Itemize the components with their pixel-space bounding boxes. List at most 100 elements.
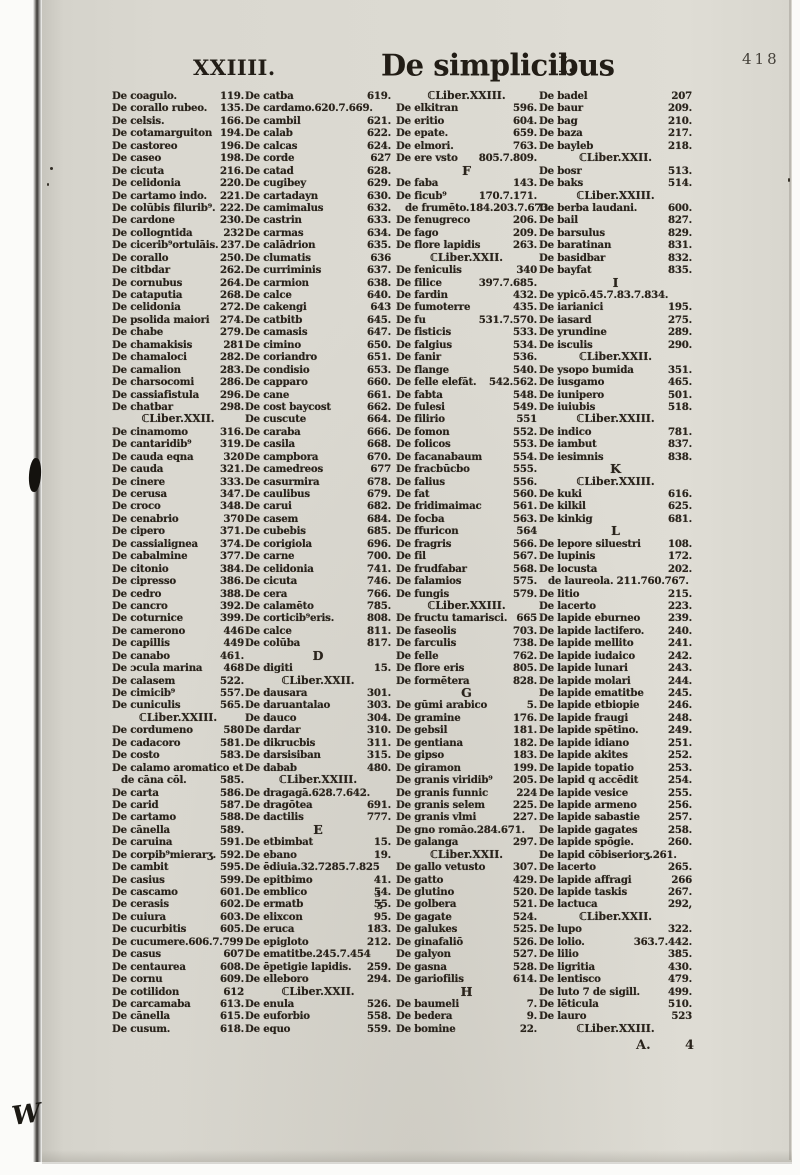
entry-title: De coturnice: [112, 612, 183, 625]
index-entry: De carid 587.: [112, 799, 244, 811]
index-entry: De celidonia 220.: [112, 177, 244, 189]
section-letter: E: [313, 821, 323, 837]
index-entry: De casus 607: [112, 948, 244, 960]
entry-title: De campbora: [245, 450, 319, 463]
entry-title: De iarianici: [539, 301, 604, 314]
entry-page: 296.: [219, 388, 244, 401]
entry-page: 557.: [219, 687, 244, 699]
index-entry: De bayleb 218.: [539, 140, 692, 152]
entry-title: De corticib⁹eris.: [245, 612, 335, 625]
entry-title: De ɔcula marina: [112, 662, 203, 675]
index-entry: De cambil 621.: [245, 115, 391, 127]
index-entry: De golbera 521.: [396, 898, 537, 910]
entry-page: 222.: [219, 201, 244, 214]
entry-title: De cornu: [112, 973, 163, 986]
index-entry: De gūmi arabico 5.: [396, 699, 537, 711]
entry-title: De ligritia: [539, 960, 595, 973]
index-entry: De cicuta 746.: [245, 575, 391, 587]
index-entry: De lapid q accēdit 254.: [539, 774, 692, 786]
index-entry: De cucumere.606.7.799: [112, 936, 244, 948]
index-entry: De cicuta 216.: [112, 165, 244, 177]
entry-title: De cucurbitis: [112, 923, 187, 936]
index-entry: De cartamo indo. 221.: [112, 190, 244, 202]
index-entry: De corticib⁹eris. 808.: [245, 612, 391, 624]
entry-page: 634.: [366, 226, 391, 239]
entry-title: De lapide iudaico: [539, 649, 635, 662]
index-entry: De baza 217.: [539, 127, 692, 139]
entry-title: De faba: [396, 177, 439, 190]
entry-title: De bosr: [539, 164, 582, 177]
entry-page: 567.: [512, 550, 537, 563]
entry-page: 522.: [219, 674, 244, 687]
entry-title: De baza: [539, 127, 583, 140]
entry-title: De dikrucbis: [245, 736, 316, 749]
entry-title: De gentiana: [396, 736, 463, 749]
entry-page: 246.: [667, 699, 692, 712]
entry-page: 746.: [366, 575, 391, 588]
entry-page: 370: [223, 512, 244, 525]
entry-page: 388.: [219, 587, 244, 600]
index-entry: De celidonia 741.: [245, 563, 391, 575]
entry-title: De gallo vetusto: [396, 861, 486, 874]
entry-title: De dragōtea: [245, 798, 313, 811]
entry-title: De farculis: [396, 637, 457, 650]
index-entry: De digiti 15.: [245, 662, 391, 674]
entry-page: 526.: [366, 997, 391, 1010]
entry-title: de frumēto.184.203.7.673: [405, 201, 549, 214]
signature-number: 4: [684, 1038, 694, 1053]
entry-page: 230.: [219, 214, 244, 227]
entry-title: De cost baycost: [245, 400, 331, 413]
entry-page: 340: [516, 264, 537, 277]
index-entry: De catbitb 645.: [245, 314, 391, 326]
index-entry: De colūba 817.: [245, 637, 391, 649]
entry-page: 828.: [512, 674, 537, 687]
index-entry: De bag 210.: [539, 115, 692, 127]
entry-page: 385.: [667, 948, 692, 961]
paper-page: [42, 0, 792, 1162]
entry-title: De cuniculis: [112, 699, 181, 712]
entry-title: De camedreos: [245, 463, 324, 476]
index-column-2: De catba 619. De cardamo.620.7.669. De camb…: [245, 90, 391, 1035]
entry-title: De feniculis: [396, 264, 462, 277]
ink-speck: [47, 183, 49, 186]
index-entry: De lapide mellito 241.: [539, 637, 692, 649]
entry-page: 583.: [219, 749, 244, 762]
index-entry: De granis funnic 224: [396, 787, 537, 799]
entry-title: De casius: [112, 873, 165, 886]
entry-title: De lapide eburneo: [539, 612, 641, 625]
entry-page: 265.: [667, 861, 692, 874]
entry-title: De lacerto: [539, 599, 596, 612]
entry-title: De camimalus: [245, 201, 324, 214]
entry-page: 604.: [512, 114, 537, 127]
index-entry: De iusgamo 465.: [539, 376, 692, 388]
entry-page: 268.: [219, 289, 244, 301]
entry-title: De fenugreco: [396, 214, 471, 227]
index-entry: De granis viridib⁹ 205.: [396, 774, 537, 786]
index-entry: De cerasis 602.: [112, 898, 244, 910]
ink-speck: [50, 167, 53, 170]
entry-page: 531.7.570.: [478, 313, 537, 326]
liber-heading: ℂLiber.XXII.: [281, 673, 355, 687]
liber-heading: ℂLiber.XXIII.: [576, 188, 655, 202]
entry-title: De cenabrio: [112, 512, 179, 525]
entry-page: 386.: [219, 575, 244, 588]
entry-title: De casila: [245, 438, 295, 451]
entry-title: De fructu tamarisci.: [396, 612, 508, 625]
index-column-3: ℂLiber.XXIII. De elkitran 596. De eritio 604…: [396, 89, 548, 1035]
page-title: De simplicibus: [381, 47, 615, 83]
entry-title: De gagate: [396, 910, 452, 923]
entry-page: 221.: [219, 189, 244, 202]
index-entry: De lentisco 479.: [539, 973, 692, 985]
entry-page: 552.: [512, 425, 537, 438]
index-entry: De clumatis 636: [245, 252, 391, 264]
entry-page: 619.: [366, 90, 391, 102]
entry-title: De dactilis: [245, 811, 304, 824]
index-entry: De baks 514.: [539, 177, 692, 189]
entry-title: De bomine: [396, 1022, 456, 1035]
index-entry: De ysopo bumida 351.: [539, 364, 692, 376]
index-entry: De ebano 19.: [245, 849, 391, 861]
index-entry: De dikrucbis 311.: [245, 737, 391, 749]
entry-page: 659.: [512, 127, 537, 140]
index-entry: De lapid cōbiseriorʒ.261.: [539, 849, 692, 861]
entry-page: 95.: [373, 910, 391, 923]
